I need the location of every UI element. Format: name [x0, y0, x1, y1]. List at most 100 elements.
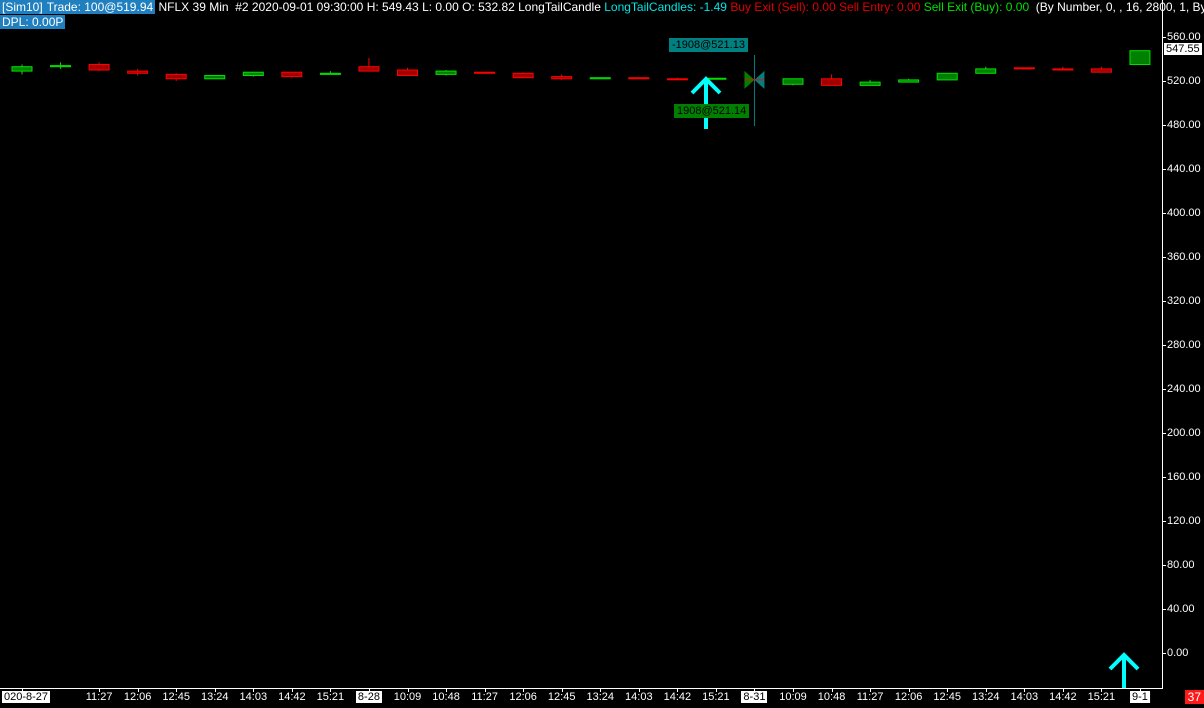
sell-trade-label: -1908@521.13 — [669, 38, 748, 52]
time-label: 10:48 — [817, 691, 846, 703]
candle-body[interactable] — [589, 77, 611, 80]
candle-body[interactable] — [821, 78, 843, 86]
dpl-label: DPL: 0.00P — [0, 15, 66, 29]
symbol-label: NFLX — [158, 0, 190, 14]
time-tick — [638, 688, 640, 692]
candle-body[interactable] — [397, 69, 418, 76]
candle-body[interactable] — [628, 77, 650, 80]
price-tick — [1162, 389, 1166, 390]
price-label: 520.00 — [1167, 75, 1201, 87]
price-label: 240.00 — [1167, 383, 1201, 395]
candle-body[interactable] — [242, 71, 264, 76]
candle-body[interactable] — [474, 71, 496, 74]
time-label: 12:06 — [509, 691, 537, 703]
candle-body[interactable] — [1013, 67, 1035, 70]
candle-body[interactable] — [936, 72, 958, 81]
candle-body[interactable] — [319, 72, 341, 75]
candle-body[interactable] — [11, 66, 33, 72]
time-label: 14:42 — [663, 691, 692, 703]
candle-body[interactable] — [1052, 68, 1074, 71]
time-label: 14:42 — [278, 691, 306, 703]
time-tick — [715, 688, 717, 692]
time-tick — [908, 688, 910, 692]
candle-body[interactable] — [975, 68, 997, 74]
time-label: 12:45 — [933, 691, 961, 703]
time-tick — [407, 688, 409, 692]
account-label: [Sim10] — [0, 0, 45, 14]
price-tick — [1162, 37, 1166, 38]
time-tick — [176, 688, 178, 692]
time-tick — [1024, 688, 1026, 692]
time-label: 14:03 — [625, 691, 653, 703]
time-tick — [1139, 688, 1141, 692]
price-tick — [1162, 521, 1166, 522]
last-price-marker: 547.55 — [1164, 43, 1202, 55]
time-tick — [831, 688, 833, 692]
price-label: 40.00 — [1167, 603, 1195, 615]
price-tick — [1162, 653, 1166, 654]
candle-body[interactable] — [88, 64, 110, 71]
time-label: 020-8-27 — [2, 691, 51, 703]
candle-body[interactable] — [127, 70, 149, 74]
time-tick — [99, 688, 101, 692]
candle-body[interactable] — [50, 65, 72, 68]
time-label: 8-31 — [741, 691, 768, 703]
time-label: 8-28 — [355, 691, 382, 703]
time-label: 9-1 — [1129, 691, 1150, 703]
chart-info-bar: [Sim10] Trade: 100@519.94 NFLX 39 Min #2 … — [0, 0, 1204, 30]
time-tick — [291, 688, 293, 692]
candle-body[interactable] — [782, 78, 804, 85]
buy-exit-value: Buy Exit (Sell): 0.00 — [730, 0, 836, 14]
price-label: 200.00 — [1167, 427, 1201, 439]
time-label: 12:45 — [547, 691, 576, 703]
time-tick — [677, 688, 679, 692]
time-label: 12:06 — [894, 691, 923, 703]
price-tick — [1162, 81, 1166, 82]
time-tick — [137, 688, 139, 692]
price-tick — [1162, 301, 1166, 302]
price-tick — [1162, 125, 1166, 126]
time-label: 14:03 — [1010, 691, 1039, 703]
time-tick — [561, 688, 563, 692]
bar-counter: 37 — [1184, 690, 1204, 704]
time-tick — [214, 688, 216, 692]
candle-body[interactable] — [165, 73, 187, 80]
candle-body[interactable] — [204, 75, 226, 80]
price-label: 160.00 — [1167, 471, 1201, 483]
price-axis-line — [1162, 0, 1163, 689]
time-tick — [754, 688, 756, 692]
trade-label: Trade: 100@519.94 — [44, 0, 156, 14]
time-axis-line — [0, 688, 1163, 689]
candle-body[interactable] — [898, 79, 920, 83]
time-tick — [368, 688, 370, 692]
time-tick — [870, 688, 872, 692]
time-label: 11:27 — [856, 691, 884, 703]
candle-body[interactable] — [1129, 50, 1151, 65]
time-tick — [22, 688, 23, 692]
time-label: 10:09 — [393, 691, 422, 703]
candle-body[interactable] — [281, 71, 303, 78]
price-label: 360.00 — [1167, 251, 1201, 263]
price-chart[interactable] — [0, 0, 1162, 688]
candle-body[interactable] — [435, 70, 457, 75]
price-label: 120.00 — [1167, 515, 1201, 527]
candle-body[interactable] — [551, 76, 573, 80]
price-label: 480.00 — [1167, 119, 1201, 131]
time-label: 13:24 — [971, 691, 1000, 703]
price-label: 80.00 — [1167, 559, 1195, 571]
price-tick — [1162, 169, 1166, 170]
candle-body[interactable] — [358, 66, 380, 72]
candle-body[interactable] — [666, 78, 688, 81]
candle-body[interactable] — [859, 81, 881, 86]
candle-body[interactable] — [1090, 68, 1112, 73]
candle-body[interactable] — [512, 72, 534, 79]
price-label: 560.00 — [1167, 31, 1201, 43]
time-label: 13:24 — [586, 691, 615, 703]
time-label: 15:21 — [1087, 691, 1116, 703]
interval-label: 39 Min — [192, 0, 229, 14]
price-tick — [1162, 213, 1166, 214]
sell-entry-value: Sell Entry: 0.00 — [839, 0, 921, 14]
time-tick — [330, 688, 332, 692]
time-label: 11:27 — [471, 691, 498, 703]
time-tick — [484, 688, 486, 692]
